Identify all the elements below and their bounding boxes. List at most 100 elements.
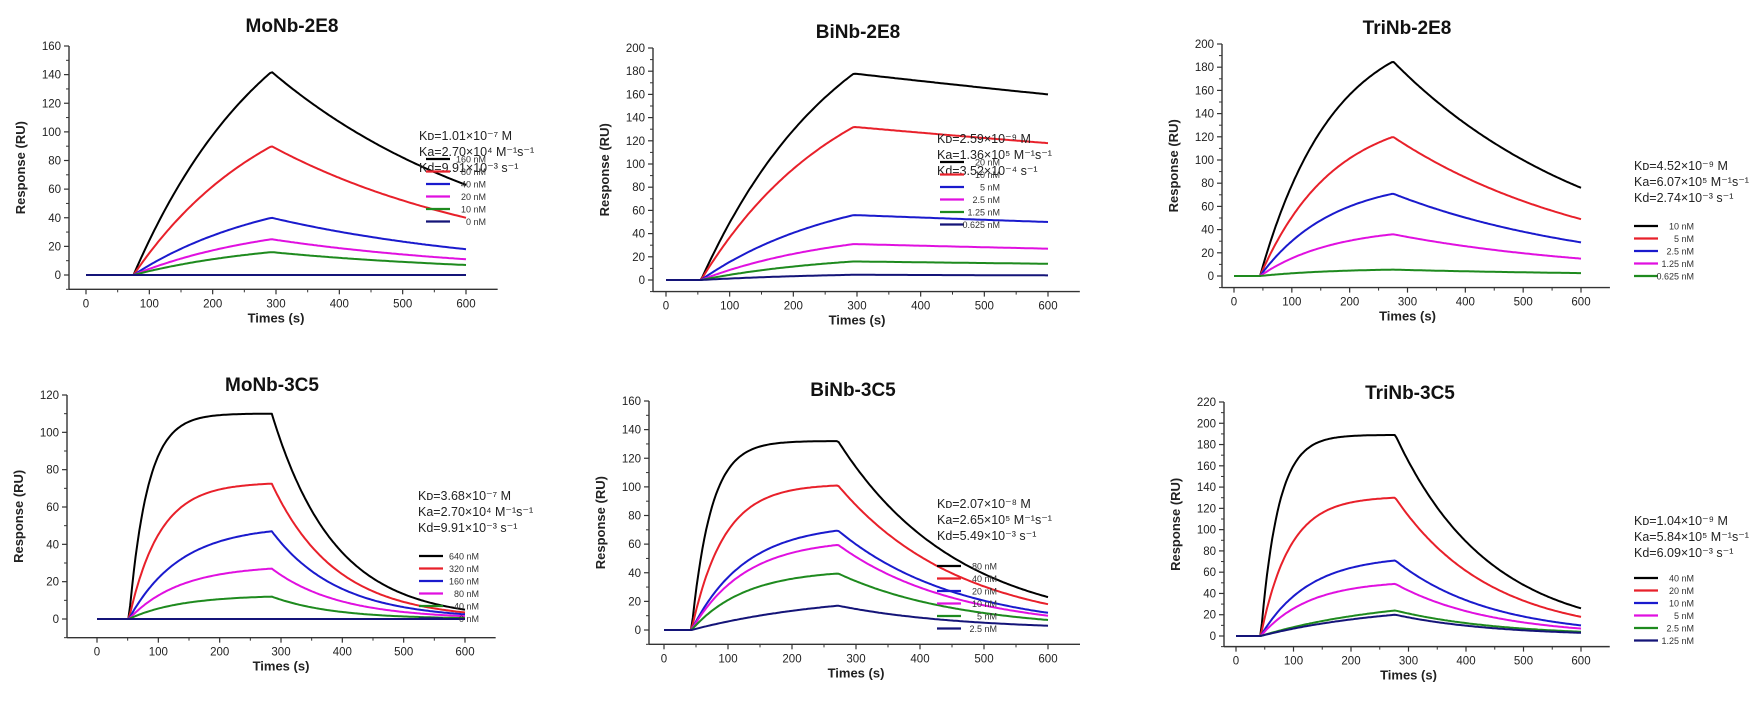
y-tick-label: 80 <box>1201 178 1214 190</box>
legend-label: 0 nM <box>466 217 486 227</box>
y-tick-label: 180 <box>1197 440 1216 452</box>
legend-label: 2.5 nM <box>1666 624 1694 634</box>
x-tick-label: 100 <box>720 301 739 313</box>
chart-title: BiNb-3C5 <box>810 380 896 401</box>
x-axis-label: Times (s) <box>829 313 886 328</box>
y-tick-label: 20 <box>632 252 645 264</box>
series-line-80nM <box>664 440 1049 631</box>
x-tick-label: 0 <box>1231 297 1237 309</box>
legend-label: 0.625 nM <box>962 220 1000 230</box>
legend-label: 320 nM <box>449 564 479 574</box>
y-tick-label: 40 <box>632 229 645 241</box>
y-tick-label: 60 <box>1201 201 1214 213</box>
kinetics-annotation: Ka=2.70×10⁴ M⁻¹s⁻¹ <box>419 145 534 159</box>
x-tick-label: 200 <box>782 653 801 665</box>
series-line-10nM <box>666 126 1049 281</box>
x-tick-label: 600 <box>1571 297 1590 309</box>
series-line-0p625nM <box>666 273 1048 281</box>
x-tick-label: 400 <box>910 653 929 665</box>
series-line-1p25nM <box>1234 233 1582 277</box>
kinetics-annotation: Kd=2.74×10⁻³ s⁻¹ <box>1634 191 1733 205</box>
x-tick-label: 300 <box>1399 656 1418 668</box>
x-tick-label: 600 <box>1038 301 1057 313</box>
y-tick-label: 140 <box>626 113 645 125</box>
chart-title: MoNb-3C5 <box>225 375 319 396</box>
legend-label: 40 nM <box>461 180 486 190</box>
series-line-160nM <box>97 530 466 620</box>
x-tick-label: 500 <box>394 647 413 659</box>
x-tick-label: 0 <box>1233 656 1239 668</box>
kinetics-annotation: Kᴅ=1.04×10⁻⁹ M <box>1634 514 1728 528</box>
chart-panel-trinb-3c5: TriNb-3C5 0 20 40 60 80 100 120 140 160 180 200 220 0… <box>1168 383 1749 683</box>
chart-panel-trinb-2e8: TriNb-2E8 0 20 40 60 80 100 120 140 160 180 200 0 100… <box>1166 18 1749 324</box>
series-line-40nM <box>86 216 467 276</box>
chart-title: BiNb-2E8 <box>816 22 900 43</box>
legend-label: 1.25 nM <box>1661 259 1694 269</box>
legend-label: 5 nM <box>980 183 1000 193</box>
kinetics-annotation: Kᴅ=2.07×10⁻⁸ M <box>937 497 1031 511</box>
x-tick-label: 600 <box>456 298 475 310</box>
x-tick-label: 100 <box>1282 297 1301 309</box>
legend-label: 160 nM <box>449 577 479 587</box>
kinetics-annotation: Ka=1.36×10⁵ M⁻¹s⁻¹ <box>937 148 1052 162</box>
x-tick-label: 400 <box>911 301 930 313</box>
y-tick-label: 40 <box>1203 588 1216 600</box>
x-tick-label: 300 <box>266 298 285 310</box>
x-axis-label: Times (s) <box>1380 668 1437 683</box>
series-line-320nM <box>97 482 466 620</box>
legend-label: 40 nM <box>454 602 479 612</box>
y-tick-label: 0 <box>639 275 645 287</box>
series-line-20nM <box>666 72 1049 281</box>
x-tick-label: 200 <box>1340 297 1359 309</box>
y-tick-label: 160 <box>622 396 641 408</box>
legend-label: 10 nM <box>975 170 1000 180</box>
y-tick-label: 80 <box>46 465 59 477</box>
x-tick-label: 300 <box>271 647 290 659</box>
x-tick-label: 0 <box>94 647 100 659</box>
y-axis-label: Response (RU) <box>13 121 28 214</box>
y-tick-label: 0 <box>1208 271 1214 283</box>
y-tick-label: 120 <box>626 136 645 148</box>
x-tick-label: 100 <box>140 298 159 310</box>
x-axis-label: Times (s) <box>253 659 310 674</box>
y-tick-label: 100 <box>622 482 641 494</box>
legend-label: 5 nM <box>1674 611 1694 621</box>
x-axis-label: Times (s) <box>1379 309 1436 324</box>
legend-label: 2.5 nM <box>972 195 1000 205</box>
y-tick-label: 200 <box>1195 39 1214 51</box>
y-tick-label: 180 <box>626 66 645 78</box>
kinetics-annotation: Kd=9.91×10⁻³ s⁻¹ <box>418 521 517 535</box>
x-tick-label: 500 <box>1514 297 1533 309</box>
chart-title: TriNb-2E8 <box>1363 18 1452 39</box>
x-tick-label: 0 <box>663 301 669 313</box>
y-tick-label: 160 <box>1195 85 1214 97</box>
y-tick-label: 160 <box>626 89 645 101</box>
x-tick-label: 500 <box>974 653 993 665</box>
legend-label: 10 nM <box>461 205 486 215</box>
y-axis-label: Response (RU) <box>593 476 608 569</box>
legend-label: 80 nM <box>461 167 486 177</box>
x-tick-label: 600 <box>455 647 474 659</box>
x-tick-label: 400 <box>1456 656 1475 668</box>
series-line-1p25nM <box>666 260 1049 281</box>
legend-label: 640 nM <box>449 552 479 562</box>
legend-label: 20 nM <box>972 587 997 597</box>
y-tick-label: 80 <box>632 182 645 194</box>
kinetics-annotation: Ka=2.70×10⁴ M⁻¹s⁻¹ <box>418 505 533 519</box>
y-tick-label: 140 <box>1195 109 1214 121</box>
x-axis-label: Times (s) <box>828 665 885 680</box>
series-line-20nM <box>1236 496 1582 637</box>
series-line-10nM <box>1236 559 1582 637</box>
series-line-5nM <box>664 572 1049 631</box>
y-tick-label: 100 <box>42 127 61 139</box>
legend-label: 0.625 nM <box>1656 272 1694 282</box>
x-tick-label: 200 <box>1341 656 1360 668</box>
series-line-80nM <box>86 145 467 276</box>
series-line-5nM <box>1236 582 1582 637</box>
x-tick-label: 500 <box>975 301 994 313</box>
kinetics-annotation: Kd=5.49×10⁻³ s⁻¹ <box>937 529 1036 543</box>
chart-panel-monb-2e8: MoNb-2E8 0 20 40 60 80 100 120 140 160 0 100 200 300 4… <box>13 16 534 325</box>
x-tick-label: 300 <box>847 301 866 313</box>
series-line-10nM <box>1234 61 1582 277</box>
y-axis-label: Response (RU) <box>1168 478 1183 571</box>
